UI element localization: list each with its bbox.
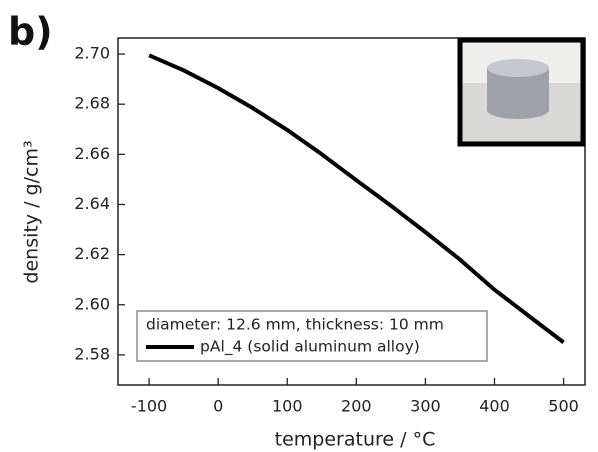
y-tick-label: 2.64 [74, 194, 110, 213]
legend-box [136, 310, 488, 362]
plot-frame [117, 37, 586, 386]
x-tick-label: 300 [410, 397, 441, 416]
legend-title: diameter: 12.6 mm, thickness: 10 mm [146, 316, 444, 334]
y-tick-label: 2.70 [74, 44, 110, 63]
x-tick-label: 0 [213, 397, 223, 416]
panel-label: b) [8, 10, 53, 54]
data-line [148, 53, 565, 344]
y-tick-label: 2.60 [74, 294, 110, 313]
y-tick-label: 2.68 [74, 94, 110, 113]
x-tick-label: 400 [479, 397, 510, 416]
cylinder-side [487, 68, 549, 119]
cylinder-top [487, 59, 549, 77]
y-axis-label: density / g/cm³ [21, 140, 43, 283]
x-tick-label: 100 [272, 397, 303, 416]
legend: diameter: 12.6 mm, thickness: 10 mm pAl_… [136, 310, 488, 362]
legend-label: pAl_4 (solid aluminum alloy) [200, 338, 420, 357]
x-tick-label: -100 [131, 397, 167, 416]
y-tick-label: 2.58 [74, 344, 110, 363]
x-tick-label: 200 [341, 397, 372, 416]
x-axis-label: temperature / °C [275, 429, 436, 451]
y-tick-label: 2.66 [74, 144, 110, 163]
photo-inset [457, 37, 586, 147]
y-tick-label: 2.62 [74, 244, 110, 263]
x-tick-label: 500 [548, 397, 579, 416]
